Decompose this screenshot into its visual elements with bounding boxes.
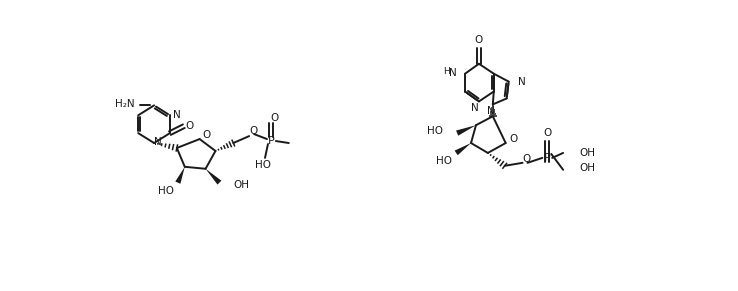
Text: O: O [543, 128, 551, 138]
Polygon shape [206, 169, 221, 184]
Text: O: O [185, 121, 194, 131]
Text: OH: OH [233, 180, 249, 190]
Text: P: P [544, 153, 551, 163]
Text: O: O [475, 35, 483, 45]
Text: O: O [249, 126, 258, 136]
Polygon shape [455, 143, 471, 155]
Polygon shape [456, 125, 476, 136]
Text: N: N [517, 77, 525, 87]
Text: H₂N: H₂N [114, 100, 134, 109]
Text: HO: HO [427, 126, 444, 136]
Text: N: N [487, 106, 494, 116]
Text: O: O [523, 154, 531, 164]
Polygon shape [176, 167, 184, 184]
Text: N: N [449, 68, 457, 78]
Text: N: N [471, 103, 479, 113]
Text: H: H [443, 67, 449, 76]
Text: P: P [268, 136, 275, 146]
Text: N: N [154, 137, 162, 147]
Text: N: N [173, 110, 181, 120]
Text: OH: OH [579, 163, 595, 173]
Text: HO: HO [436, 156, 452, 166]
Text: O: O [202, 130, 210, 140]
Text: O: O [271, 113, 279, 123]
Text: OH: OH [579, 148, 595, 158]
Text: HO: HO [255, 160, 271, 170]
Text: O: O [509, 134, 518, 144]
Text: HO: HO [158, 186, 174, 196]
